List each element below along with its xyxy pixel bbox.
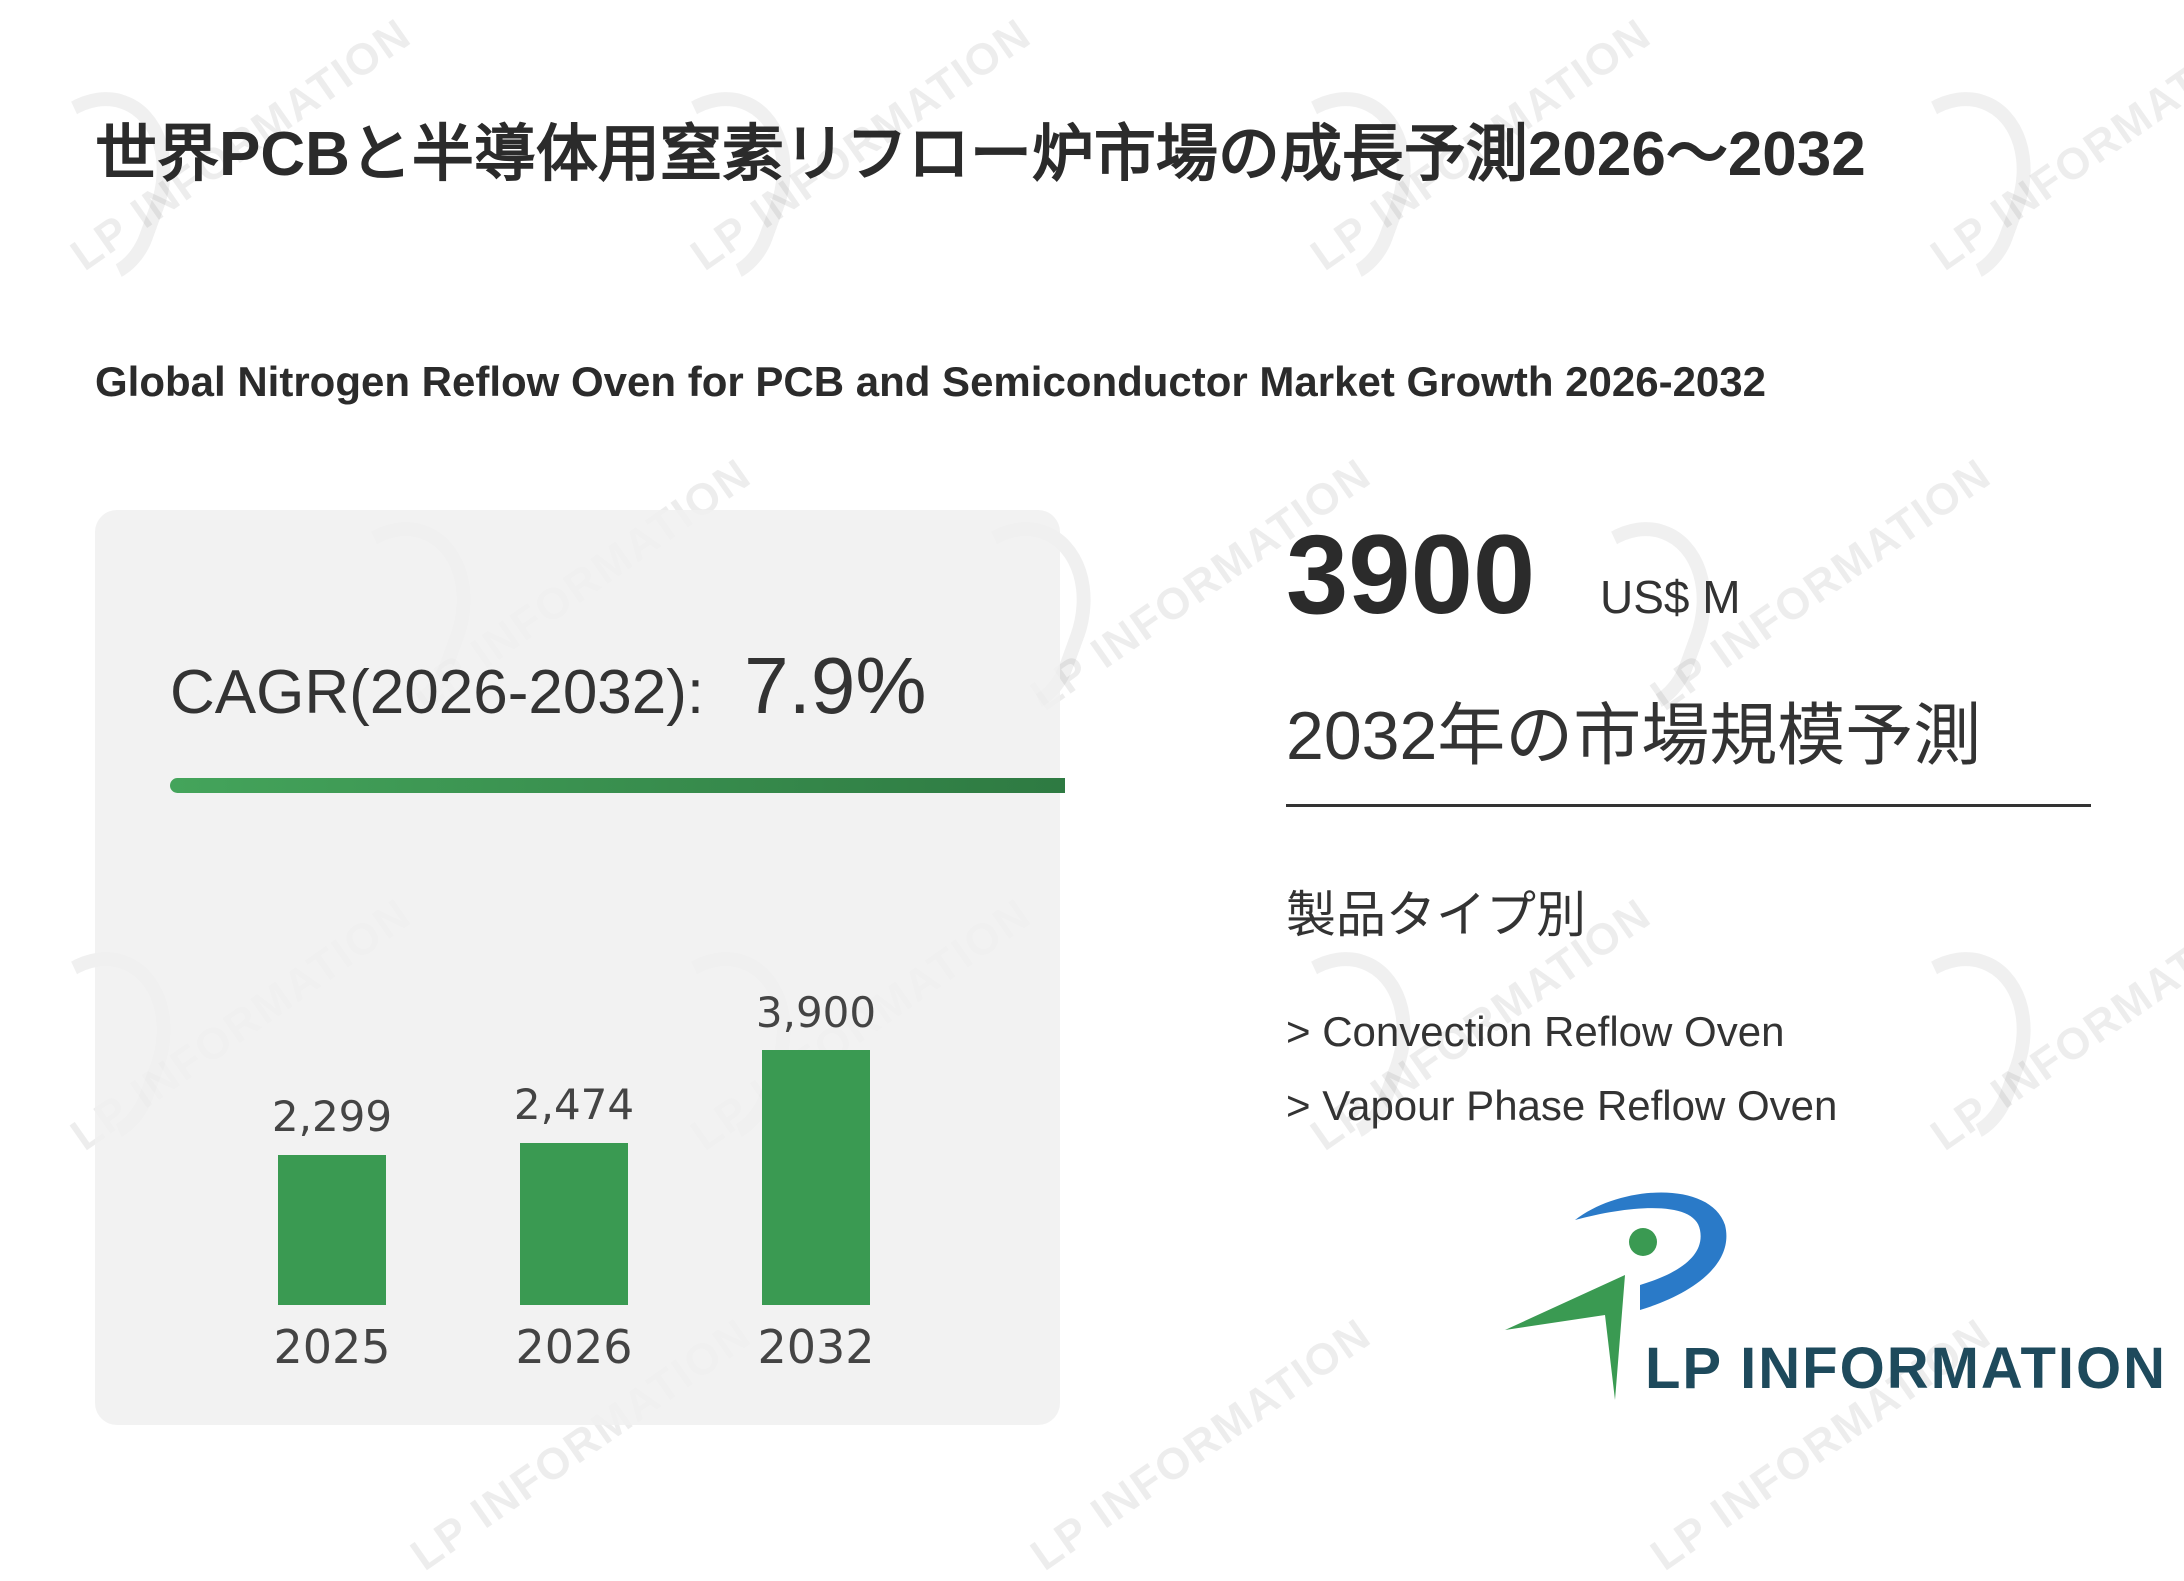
page-subtitle: Global Nitrogen Reflow Oven for PCB and …	[95, 358, 1766, 405]
logo-mark-icon	[1505, 1192, 1727, 1400]
company-logo: LP INFORMATION	[1500, 1185, 2165, 1405]
watermark-text: LP INFORMATION	[1922, 889, 2184, 1161]
watermark-text: LP INFORMATION	[1022, 1309, 1381, 1581]
cagr-display: CAGR(2026-2032): 7.9%	[170, 640, 927, 732]
bar-value-label: 2,299	[271, 1092, 393, 1141]
segment-item: > Vapour Phase Reflow Oven	[1286, 1082, 1838, 1129]
watermark-logo-icon	[1852, 930, 2056, 1158]
segment-title: 製品タイプ別	[1286, 887, 1586, 943]
bar-value-label: 2,474	[513, 1080, 635, 1129]
forecast-unit: US$ M	[1600, 571, 1741, 623]
cagr-label: CAGR(2026-2032):	[170, 658, 705, 727]
bar-2026	[520, 1143, 628, 1305]
divider	[1286, 804, 2091, 807]
forecast-label: 2032年の市場規模予測	[1286, 698, 1982, 774]
segment-item: > Convection Reflow Oven	[1286, 1008, 1785, 1055]
cagr-value: 7.9%	[744, 641, 927, 730]
x-axis-label: 2025	[273, 1320, 391, 1374]
logo-text: LP INFORMATION	[1645, 1336, 2168, 1401]
bar-value-label: 3,900	[755, 988, 877, 1037]
bar-2025	[278, 1155, 386, 1305]
x-axis-label: 2032	[757, 1320, 875, 1374]
x-axis-label: 2026	[515, 1320, 633, 1374]
cagr-accent-bar	[170, 778, 1065, 793]
bar-2032	[762, 1050, 870, 1305]
forecast-value: 3900	[1286, 512, 1536, 637]
page-title: 世界PCBと半導体用窒素リフロー炉市場の成長予測2026～2032	[95, 120, 1866, 189]
